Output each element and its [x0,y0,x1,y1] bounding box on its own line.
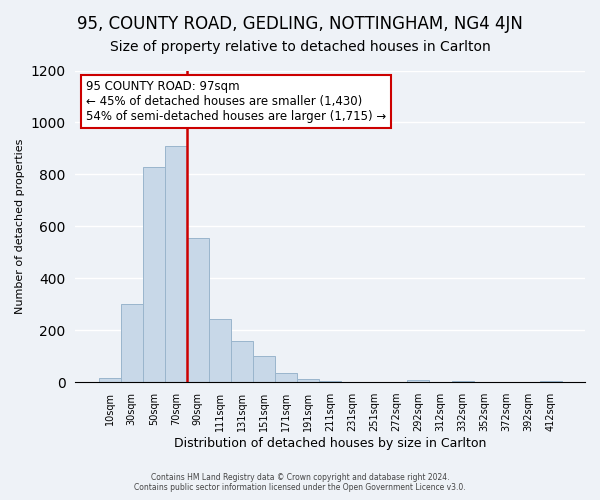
Text: 95, COUNTY ROAD, GEDLING, NOTTINGHAM, NG4 4JN: 95, COUNTY ROAD, GEDLING, NOTTINGHAM, NG… [77,15,523,33]
Bar [165,146,187,382]
X-axis label: Distribution of detached houses by size in Carlton: Distribution of detached houses by size … [174,437,487,450]
Text: Contains HM Land Registry data © Crown copyright and database right 2024.
Contai: Contains HM Land Registry data © Crown c… [134,473,466,492]
Bar [275,373,297,382]
Text: Size of property relative to detached houses in Carlton: Size of property relative to detached ho… [110,40,490,54]
Bar [253,356,275,382]
Bar [121,304,143,382]
Y-axis label: Number of detached properties: Number of detached properties [15,138,25,314]
Text: 95 COUNTY ROAD: 97sqm
← 45% of detached houses are smaller (1,430)
54% of semi-d: 95 COUNTY ROAD: 97sqm ← 45% of detached … [86,80,386,123]
Bar [143,166,165,382]
Bar [231,340,253,382]
Bar [209,318,231,382]
Bar [297,379,319,382]
Bar [98,378,121,382]
Bar [187,238,209,382]
Bar [452,381,473,382]
Bar [407,380,430,382]
